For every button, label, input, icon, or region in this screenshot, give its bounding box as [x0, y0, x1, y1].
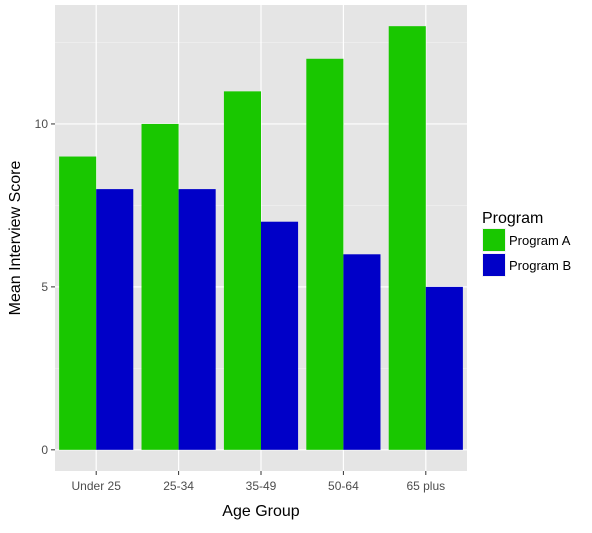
bar-program-a-2 [223, 91, 261, 450]
y-axis-title: Mean Interview Score [7, 161, 24, 316]
y-axis: 0 5 10 [35, 117, 55, 457]
y-tick-label: 10 [35, 117, 49, 131]
bar-program-b-0 [96, 189, 134, 450]
y-tick-label: 0 [41, 443, 48, 457]
x-tick-label: 25-34 [163, 479, 194, 493]
bar-program-a-3 [306, 58, 344, 450]
bar-program-b-3 [343, 254, 381, 450]
bar-program-b-4 [425, 286, 463, 450]
y-tick-label: 5 [41, 280, 48, 294]
legend-key-swatch [483, 254, 505, 276]
x-tick-label: 65 plus [406, 479, 445, 493]
x-tick-label: 50-64 [328, 479, 359, 493]
bars [59, 26, 463, 450]
bar-program-a-1 [141, 123, 179, 450]
legend-title: Program [482, 210, 543, 227]
bar-program-b-2 [261, 221, 299, 450]
x-axis-title: Age Group [222, 503, 299, 520]
legend-label: Program A [509, 233, 571, 248]
x-tick-label: 35-49 [246, 479, 277, 493]
legend: Program Program A Program B [482, 210, 571, 277]
bar-program-b-1 [178, 189, 216, 450]
x-tick-label: Under 25 [72, 479, 122, 493]
x-axis: Under 25 25-34 35-49 50-64 65 plus [72, 471, 445, 493]
legend-label: Program B [509, 258, 571, 273]
bar-program-a-0 [59, 156, 97, 450]
legend-key-swatch [483, 229, 505, 251]
bar-program-a-4 [388, 26, 426, 450]
